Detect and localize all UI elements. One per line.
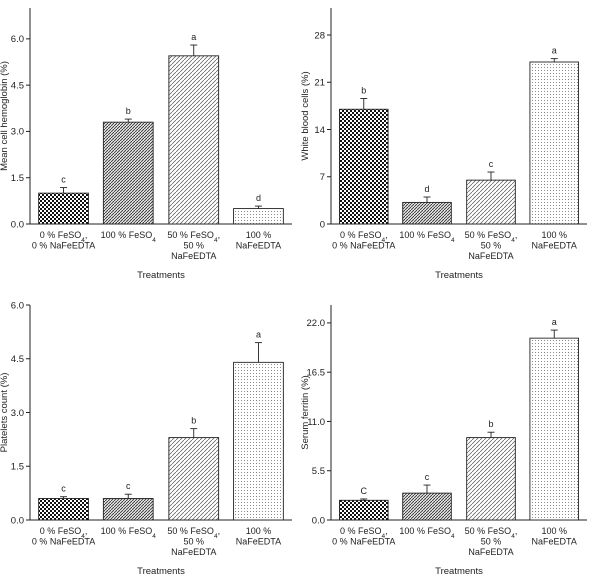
category-label: NaFeEDTA [171,547,216,557]
category-label: 0 % FeSO4, [40,526,88,540]
significance-letter: c [126,481,131,491]
category-label: 100 % FeSO4 [101,230,157,244]
category-label: 100 % [246,526,272,536]
y-tick-label: 14 [314,125,325,136]
bar [402,201,452,225]
category-label: 0 % FeSO4, [340,230,388,244]
y-tick-label: 1.5 [11,173,24,184]
bar [233,208,284,225]
bar [338,108,389,225]
category-label: 100 % [541,230,567,240]
category-label: 100 % [246,230,272,240]
bar [38,192,89,225]
y-tick-label: 0.0 [11,515,24,526]
category-label: 50 % FeSO4, [465,526,518,540]
significance-letter: a [552,317,557,327]
y-tick-label: 22.0 [307,318,326,329]
category-label: 50 % FeSO4, [167,526,220,540]
y-axis-title: Platelets count (%) [0,373,10,453]
category-label: 50 % [183,241,204,251]
significance-letter: b [488,419,493,429]
x-axis-title: Treatments [137,270,185,281]
bar [466,437,516,521]
y-tick-label: 4.5 [11,80,24,91]
y-tick-label: 6.0 [11,34,24,45]
significance-letter: c [61,484,66,494]
y-tick-label: 5.5 [312,466,325,477]
bar [168,437,220,521]
significance-letter: a [191,32,196,42]
category-label: 0 % FeSO4, [340,526,388,540]
significance-letter: d [424,184,429,194]
y-tick-label: 6.0 [11,300,24,311]
bar [168,55,220,225]
category-label: NaFeEDTA [468,547,513,557]
category-label: NaFeEDTA [468,251,513,261]
y-axis-title: Serum ferritin (%) [300,375,311,449]
category-label: NaFeEDTA [236,537,281,547]
chart-top-left: 0.0 1.5 3.0 4.5 6.0 Mean cell hemoglobin (%) c… [0,8,292,281]
bar [233,361,284,521]
x-axis-title: Treatments [435,566,483,577]
y-tick-label: 4.5 [11,354,24,365]
bar [529,61,580,225]
y-axis-title: White blood cells (%) [300,71,311,160]
category-label: 0 % NaFeEDTA [32,241,95,251]
bar [102,498,154,521]
category-label: 50 % FeSO4, [167,230,220,244]
category-label: 50 % [183,537,204,547]
bar [402,492,452,521]
significance-letter: b [191,416,196,426]
significance-letter: b [126,106,131,116]
bar [466,179,516,225]
significance-letter: b [361,85,366,95]
y-tick-label: 1.5 [11,462,24,473]
bar [338,499,389,521]
category-label: NaFeEDTA [171,251,216,261]
category-label: 100 % [541,526,567,536]
category-label: 50 % [481,241,502,251]
bar [102,121,154,225]
significance-letter: C [361,486,368,496]
category-label: 100 % FeSO4 [101,526,157,540]
category-label: NaFeEDTA [236,241,281,251]
y-tick-label: 0 [320,219,325,230]
y-tick-label: 7 [320,172,325,183]
y-tick-label: 3.0 [11,408,24,419]
category-label: NaFeEDTA [532,241,577,251]
chart-top-right: 0 7 14 21 28 White blood cells (%) b 0 % FeSO4,… [300,8,587,281]
y-tick-label: 3.0 [11,127,24,138]
significance-letter: d [256,193,261,203]
y-tick-label: 16.5 [307,367,326,378]
significance-letter: a [256,330,261,340]
significance-letter: c [425,472,430,482]
significance-letter: c [61,175,66,185]
y-tick-label: 0.0 [11,219,24,230]
category-label: 100 % FeSO4 [399,230,455,244]
x-axis-title: Treatments [137,566,185,577]
category-label: 0 % NaFeEDTA [32,537,95,547]
category-label: NaFeEDTA [532,537,577,547]
y-axis-title: Mean cell hemoglobin (%) [0,61,10,171]
chart-panels: 0.0 1.5 3.0 4.5 6.0 Mean cell hemoglobin (%) c… [0,8,587,577]
category-label: 0 % FeSO4, [40,230,88,244]
category-label: 100 % FeSO4 [399,526,455,540]
y-tick-label: 21 [314,78,325,89]
chart-bottom-left: 0.0 1.5 3.0 4.5 6.0 Platelets count (%) c 0 % F… [0,300,292,577]
chart-bottom-right: 0.0 5.5 11.0 16.5 22.0 Serum ferritin (%) C 0 %… [300,305,587,577]
category-label: 50 % [481,537,502,547]
category-label: 0 % NaFeEDTA [332,241,395,251]
y-tick-label: 11.0 [307,417,325,428]
y-tick-label: 0.0 [312,515,325,526]
y-tick-label: 28 [314,30,325,41]
significance-letter: c [489,159,494,169]
bar [38,498,89,521]
bar [529,337,580,521]
significance-letter: a [552,46,557,56]
category-label: 50 % FeSO4, [465,230,518,244]
category-label: 0 % NaFeEDTA [332,537,395,547]
x-axis-title: Treatments [435,270,483,281]
